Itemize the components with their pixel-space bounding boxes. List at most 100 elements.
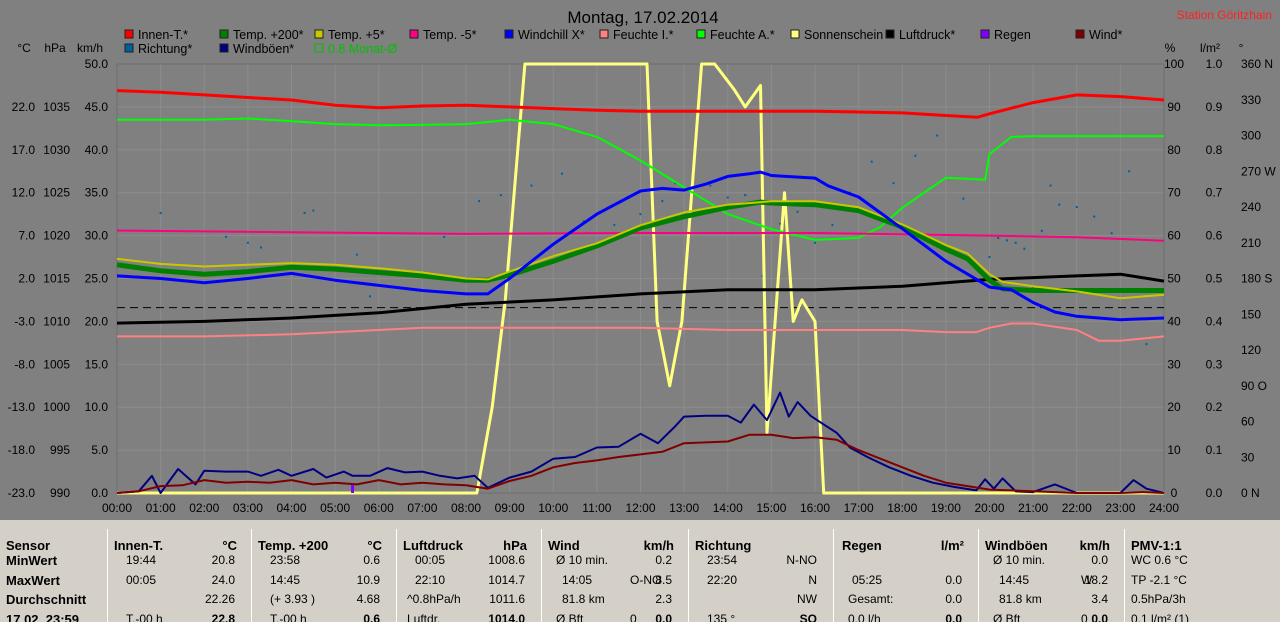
humidity-tick-label: 80 [1167, 143, 1181, 157]
legend-swatch [124, 29, 134, 39]
stats-temp200-avg-note: (+ 3.93 ) [270, 592, 316, 606]
stats-wind-distance: 81.8 km [562, 592, 605, 606]
direction-tick-label: 30 [1241, 450, 1255, 464]
legend-label: Innen-T.* [138, 28, 188, 42]
stats-windboeen-avg: 81.8 km 3.4 [985, 590, 1118, 610]
x-tick-label: 07:00 [407, 501, 437, 515]
legend-swatch [314, 43, 324, 53]
direction-point [779, 222, 782, 225]
stats-header-regen: Regen l/m² [840, 529, 972, 553]
rain-tick-label: 0.2 [1206, 400, 1223, 414]
rain-tick-label: 0.4 [1206, 314, 1223, 328]
temp-tick-label: -13.0 [8, 400, 36, 414]
pressure-tick-label: 1020 [43, 229, 70, 243]
rain-tick-label: 0.5 [1206, 272, 1223, 286]
wind-tick-label: 15.0 [85, 357, 109, 371]
x-tick-label: 13:00 [669, 501, 699, 515]
direction-point [796, 210, 799, 213]
x-tick-label: 10:00 [538, 501, 568, 515]
direction-point [726, 196, 729, 199]
x-tick-label: 18:00 [887, 501, 917, 515]
legend-swatch [885, 29, 895, 39]
stats-luftdruck-current: Luftdr. 1014.0 [403, 610, 535, 622]
stats-windboeen-min-value: 0.0 [1091, 553, 1108, 567]
direction-point [246, 241, 249, 244]
direction-point [369, 295, 372, 298]
wind-tick-label: 45.0 [85, 100, 109, 114]
pressure-tick-label: 1010 [43, 314, 70, 328]
stats-temp200-max-value: 10.9 [356, 572, 380, 587]
x-tick-label: 09:00 [495, 501, 525, 515]
stats-innen-title: Innen-T. [114, 538, 164, 553]
direction-tick-label: 150 [1241, 307, 1261, 321]
wind-tick-label: 20.0 [85, 314, 109, 328]
rain-bar [351, 485, 355, 493]
humidity-tick-label: 10 [1167, 443, 1181, 457]
stats-regen-min [840, 551, 972, 571]
stats-windboeen-avg-value: 3.4 [1091, 592, 1108, 606]
direction-point [225, 235, 228, 238]
axis-ticks: 00:00 01:00 02:00 03:00 04:00 05:00 06:00 07:00… [8, 57, 1277, 515]
x-tick-label: 23:00 [1105, 501, 1135, 515]
x-tick-label: 05:00 [320, 501, 350, 515]
series-group [116, 62, 1165, 495]
legend: Innen-T.* Temp. +200* Temp. +5* Temp. -5* Wi… [124, 28, 1122, 56]
stats-regen-current-value: 0.0 [945, 611, 962, 622]
direction-point [1058, 203, 1061, 206]
wind-tick-label: 35.0 [85, 186, 109, 200]
direction-tick-label: 270 W [1241, 164, 1276, 178]
stats-luftdruck-trend: ^0.8hPa/h [407, 592, 461, 606]
stats-richtung-max: 22:20 N [695, 571, 827, 591]
humidity-tick-label: 50 [1167, 272, 1181, 286]
stats-panel: Sensor MinWert MaxWert Durchschnitt 17.0… [0, 529, 1280, 622]
x-tick-label: 21:00 [1018, 501, 1048, 515]
direction-point [478, 200, 481, 203]
stats-wind-max-time: 14:05 [562, 572, 593, 587]
stats-luftdruck-min: 00:05 1008.6 [403, 551, 535, 571]
direction-point [962, 197, 965, 200]
stats-wind-avg: 81.8 km 2.3 [548, 590, 682, 610]
humidity-tick-label: 0 [1171, 486, 1178, 500]
x-tick-label: 00:00 [102, 501, 132, 515]
stats-regen-max: 05:25 0.0 [840, 571, 972, 591]
stats-pmv-windchill: WC 0.6 °C [1131, 553, 1188, 567]
legend-swatch [504, 29, 514, 39]
stats-pmv-dewpoint: TP -2.1 °C [1131, 572, 1187, 587]
axis-unit-label: °C [17, 41, 31, 55]
stats-wind-max-dir: O-NO [630, 572, 662, 587]
stats-luftdruck-avg: ^0.8hPa/h 1011.6 [403, 590, 535, 610]
humidity-tick-label: 70 [1167, 186, 1181, 200]
series-line-wind [116, 433, 1165, 494]
x-tick-label: 19:00 [931, 501, 961, 515]
legend-label: Temp. +5* [328, 28, 385, 42]
stats-luftdruck-title: Luftdruck [403, 538, 463, 553]
stats-luftdruck-max: 22:10 1014.7 [403, 571, 535, 591]
legend-swatch [219, 43, 229, 53]
legend-label: Richtung* [138, 42, 192, 56]
stats-wind-title: Wind [548, 538, 580, 553]
stats-regen-max-time: 05:25 [852, 572, 883, 587]
stats-label-current: 17.02. 23:59 [6, 611, 80, 622]
stats-innen-min: 19:44 20.8 [114, 551, 245, 571]
direction-point [709, 184, 712, 187]
temp-tick-label: 17.0 [12, 143, 36, 157]
stats-luftdruck-min-time: 00:05 [415, 553, 446, 567]
series-line-sonnenschein [117, 62, 1164, 495]
stats-regen-total: Gesamt: 0.0 [840, 590, 972, 610]
stats-luftdruck-avg-value: 1011.6 [489, 592, 525, 606]
stats-header-luftdruck: Luftdruck hPa [403, 529, 535, 553]
humidity-tick-label: 60 [1167, 229, 1181, 243]
stats-windboeen-title: Windböen [985, 538, 1048, 553]
x-tick-label: 06:00 [364, 501, 394, 515]
series-line-innen-t [116, 89, 1165, 119]
stats-temp200-title: Temp. +200 [258, 538, 329, 553]
stats-windboeen-current-value: 0.0 [1091, 611, 1108, 622]
stats-richtung-max-value: N [808, 572, 817, 587]
stats-luftdruck-max-time: 22:10 [415, 572, 446, 587]
axis-unit-label: l/m² [1200, 41, 1220, 55]
direction-point [582, 220, 585, 223]
temp-tick-label: -18.0 [8, 443, 36, 457]
stats-temp200-min-value: 0.6 [363, 553, 380, 567]
temp-tick-label: 7.0 [18, 229, 35, 243]
legend-swatch [314, 29, 324, 39]
